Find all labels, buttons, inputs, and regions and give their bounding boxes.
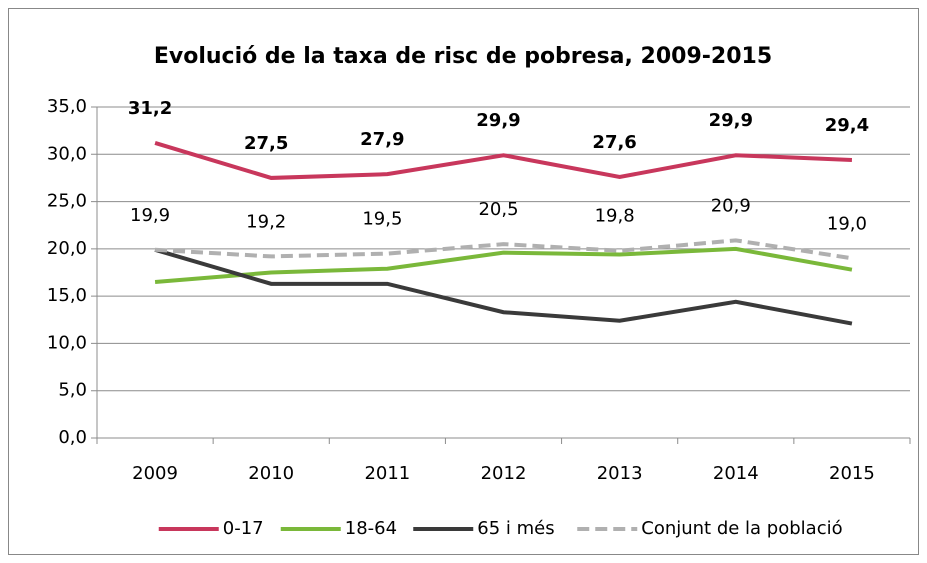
x-tick-label: 2012	[481, 463, 527, 484]
data-label: 27,9	[360, 129, 404, 150]
data-label: 20,5	[478, 199, 518, 220]
y-tick-label: 5,0	[58, 380, 87, 401]
data-label: 19,5	[362, 209, 402, 230]
x-tick-label: 2015	[829, 463, 875, 484]
series-line	[154, 246, 853, 284]
legend-label: 18-64	[345, 518, 397, 539]
x-tick-label: 2011	[364, 463, 410, 484]
y-tick-label: 20,0	[47, 238, 87, 259]
data-label: 29,9	[709, 110, 753, 131]
data-label: 31,2	[128, 98, 172, 119]
x-tick-label: 2010	[248, 463, 294, 484]
y-tick-label: 35,0	[47, 96, 87, 117]
series-line	[154, 247, 853, 326]
data-label: 19,9	[130, 205, 170, 226]
series-line	[154, 141, 853, 180]
data-label: 29,9	[476, 110, 520, 131]
x-tick-label: 2009	[132, 463, 178, 484]
series-line	[154, 238, 853, 261]
x-tick-label: 2013	[597, 463, 643, 484]
y-tick-label: 10,0	[47, 332, 87, 353]
chart-title: Evolució de la taxa de risc de pobresa, …	[154, 44, 772, 69]
data-label: 29,4	[825, 115, 869, 136]
legend-label: Conjunt de la població	[641, 518, 842, 539]
legend-label: 0-17	[223, 518, 264, 539]
y-tick-label: 25,0	[47, 191, 87, 212]
data-label: 19,2	[246, 211, 286, 232]
data-label: 19,0	[827, 213, 867, 234]
data-label: 19,8	[595, 206, 635, 227]
y-tick-label: 15,0	[47, 285, 87, 306]
data-label: 27,5	[244, 133, 288, 154]
y-tick-label: 0,0	[58, 427, 87, 448]
x-tick-label: 2014	[713, 463, 759, 484]
y-tick-label: 30,0	[47, 143, 87, 164]
data-label: 20,9	[711, 195, 751, 216]
data-label: 27,6	[592, 132, 636, 153]
legend-label: 65 i més	[477, 518, 554, 539]
